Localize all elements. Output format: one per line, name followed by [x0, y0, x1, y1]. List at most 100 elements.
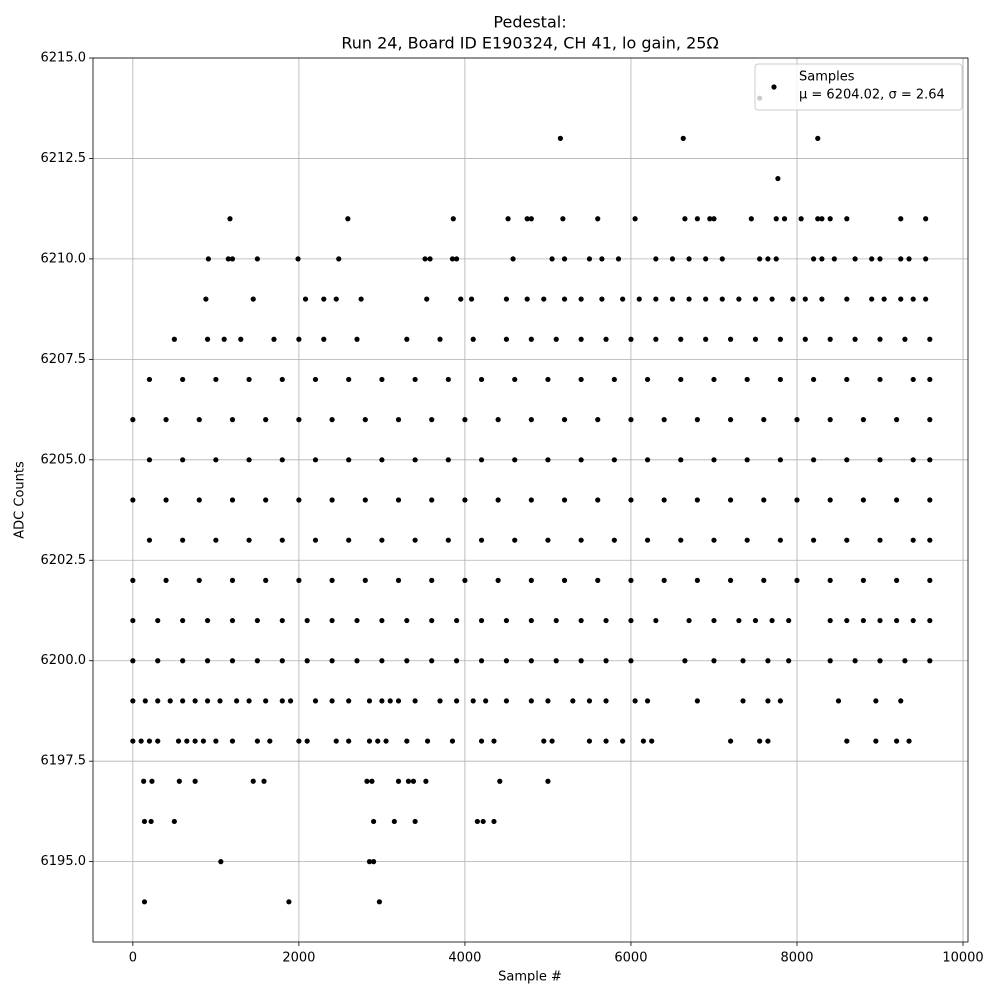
- data-point: [877, 376, 883, 383]
- data-point: [545, 376, 551, 383]
- data-point: [130, 577, 136, 583]
- data-point: [364, 778, 370, 784]
- data-point: [894, 617, 900, 624]
- data-point: [503, 617, 510, 624]
- data-point: [528, 577, 534, 583]
- data-point: [429, 617, 435, 624]
- data-point: [192, 698, 198, 704]
- data-point: [649, 738, 655, 744]
- data-point: [304, 658, 310, 664]
- x-tick-label: 8000: [780, 951, 813, 966]
- data-point: [844, 617, 850, 624]
- data-point: [860, 497, 866, 503]
- data-point: [404, 617, 410, 624]
- data-point: [727, 497, 734, 503]
- data-point: [167, 698, 173, 704]
- data-point: [611, 457, 617, 463]
- data-point: [387, 698, 393, 704]
- data-point: [927, 336, 933, 342]
- data-point: [810, 457, 817, 463]
- data-point: [424, 738, 431, 744]
- data-point: [611, 376, 617, 383]
- data-point: [474, 818, 480, 825]
- data-point: [775, 175, 781, 182]
- data-point: [229, 256, 236, 262]
- data-point: [906, 256, 912, 262]
- data-point: [362, 417, 368, 423]
- data-point: [727, 738, 734, 744]
- data-point: [503, 296, 510, 302]
- data-point: [740, 698, 746, 704]
- data-point: [225, 256, 231, 262]
- data-point: [329, 417, 335, 423]
- data-point: [217, 698, 223, 704]
- data-point: [835, 698, 842, 704]
- data-point: [375, 738, 381, 744]
- data-point: [229, 417, 236, 423]
- data-point: [549, 738, 555, 744]
- y-tick-label: 6200.0: [41, 653, 87, 668]
- data-point: [478, 617, 485, 624]
- data-point: [366, 738, 373, 744]
- data-point: [184, 738, 190, 744]
- data-point: [271, 336, 277, 342]
- data-point: [661, 577, 667, 583]
- data-point: [736, 296, 742, 302]
- data-point: [141, 818, 148, 825]
- data-point: [819, 216, 825, 222]
- data-point: [480, 818, 486, 825]
- data-point: [354, 658, 360, 664]
- data-point: [218, 859, 224, 865]
- data-point: [180, 457, 186, 463]
- data-point: [130, 738, 136, 744]
- data-point: [171, 818, 177, 825]
- data-point: [798, 216, 804, 222]
- data-point: [603, 698, 609, 704]
- data-point: [491, 818, 497, 825]
- data-point: [454, 658, 460, 664]
- data-point: [405, 778, 412, 784]
- data-point: [204, 617, 211, 624]
- y-tick-label: 6202.5: [41, 553, 87, 568]
- data-point: [923, 296, 929, 302]
- data-point: [711, 376, 717, 383]
- data-point: [877, 537, 883, 543]
- data-point: [495, 577, 501, 583]
- data-point: [279, 658, 285, 664]
- data-point: [595, 216, 601, 222]
- data-point: [379, 376, 385, 383]
- data-point: [346, 698, 352, 704]
- data-point: [561, 497, 568, 503]
- data-point: [586, 698, 593, 704]
- data-point: [869, 296, 875, 302]
- data-point: [404, 738, 410, 744]
- data-point: [196, 417, 202, 423]
- data-point: [640, 738, 647, 744]
- data-point: [644, 457, 651, 463]
- data-point: [877, 457, 883, 463]
- data-point: [379, 537, 385, 543]
- data-point: [192, 778, 198, 784]
- data-point: [346, 738, 352, 744]
- data-point: [578, 296, 584, 302]
- data-point: [528, 216, 534, 222]
- data-point: [586, 738, 593, 744]
- data-point: [246, 376, 252, 383]
- data-point: [279, 376, 285, 383]
- legend-marker: [771, 84, 777, 90]
- data-point: [744, 537, 750, 543]
- data-point: [603, 738, 609, 744]
- data-point: [279, 698, 285, 704]
- data-point: [894, 577, 900, 583]
- data-point: [329, 497, 335, 503]
- data-point: [844, 216, 850, 222]
- legend: Samples μ = 6204.02, σ = 2.64: [754, 63, 963, 111]
- data-point: [379, 457, 385, 463]
- data-point: [524, 216, 530, 222]
- data-point: [694, 497, 700, 503]
- data-point: [910, 296, 916, 302]
- data-point: [790, 296, 796, 302]
- data-point: [395, 497, 402, 503]
- data-point: [765, 256, 771, 262]
- data-point: [719, 256, 725, 262]
